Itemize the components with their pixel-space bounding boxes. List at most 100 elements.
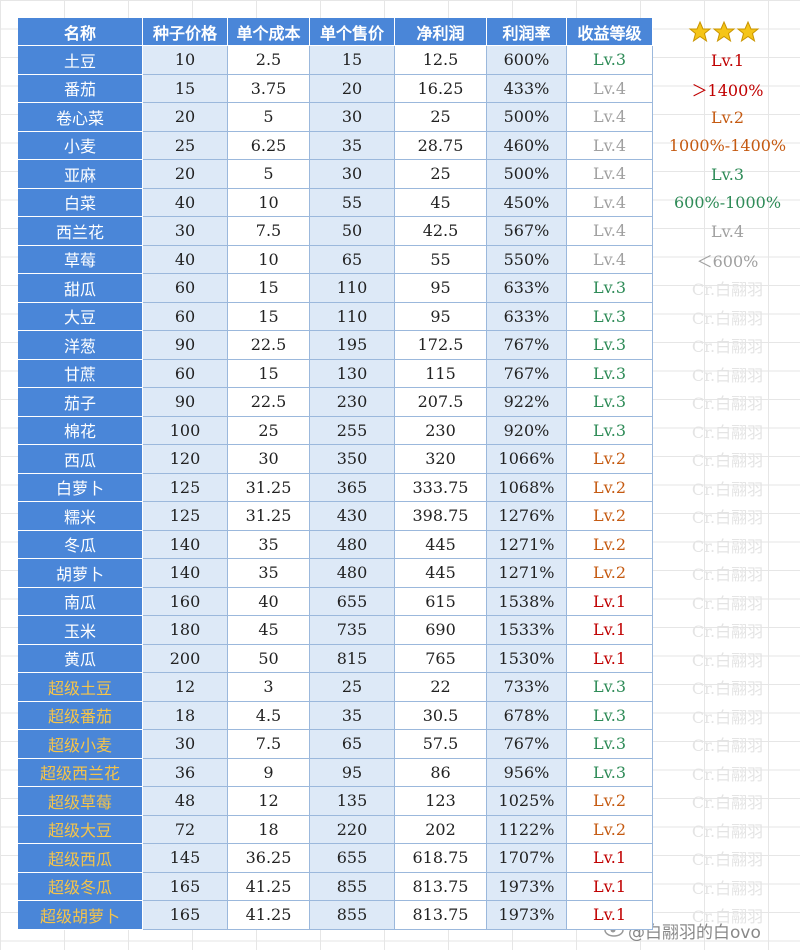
cell: 15 (143, 74, 228, 103)
cell: 1973% (487, 901, 567, 930)
cell: 480 (310, 559, 395, 588)
cell: 320 (395, 445, 487, 474)
name-cell: 甜瓜 (18, 274, 143, 303)
cell: 160 (143, 587, 228, 616)
cell: 57.5 (395, 730, 487, 759)
cell: Lv.3 (567, 701, 653, 730)
name-cell: 番茄 (18, 74, 143, 103)
name-cell: 超级大豆 (18, 815, 143, 844)
name-cell: 黄瓜 (18, 644, 143, 673)
header-cell: 收益等级 (567, 18, 653, 46)
header-cell: 利润率 (487, 18, 567, 46)
cell: 25 (395, 160, 487, 189)
name-cell: 棉花 (18, 416, 143, 445)
cell: Lv.1 (567, 616, 653, 645)
cell: 956% (487, 758, 567, 787)
cell: 18 (143, 701, 228, 730)
cell: 90 (143, 388, 228, 417)
cell: 165 (143, 872, 228, 901)
cell: 72 (143, 815, 228, 844)
cell: 333.75 (395, 473, 487, 502)
cell: 445 (395, 530, 487, 559)
cell: 460% (487, 131, 567, 160)
cell: 765 (395, 644, 487, 673)
cell: 22.5 (228, 331, 310, 360)
cell: 633% (487, 274, 567, 303)
cell: 3.75 (228, 74, 310, 103)
cell: 813.75 (395, 901, 487, 930)
name-cell: 超级草莓 (18, 787, 143, 816)
cell: 15 (310, 46, 395, 75)
cell: 12 (143, 673, 228, 702)
cell: 1271% (487, 559, 567, 588)
name-cell: 白萝卜 (18, 473, 143, 502)
cell: 41.25 (228, 872, 310, 901)
cell: 600% (487, 46, 567, 75)
credit: Cr.白翮羽 (691, 764, 764, 784)
cell: 95 (310, 758, 395, 787)
cell: Lv.1 (567, 872, 653, 901)
credit: Cr.白翮羽 (691, 593, 764, 613)
cell: 920% (487, 416, 567, 445)
cell: 480 (310, 530, 395, 559)
cell: 45 (395, 188, 487, 217)
cell: 5 (228, 103, 310, 132)
cell: 25 (395, 103, 487, 132)
cell: 2.5 (228, 46, 310, 75)
cell: 30 (310, 103, 395, 132)
cell: 100 (143, 416, 228, 445)
cell: 40 (143, 245, 228, 274)
cell: 86 (395, 758, 487, 787)
credit: Cr.白翮羽 (691, 793, 764, 813)
cell: 25 (310, 673, 395, 702)
cell: 31.25 (228, 473, 310, 502)
cell: 65 (310, 245, 395, 274)
cell: 767% (487, 331, 567, 360)
cell: 350 (310, 445, 395, 474)
cell: 1973% (487, 872, 567, 901)
cell: 65 (310, 730, 395, 759)
cell: 28.75 (395, 131, 487, 160)
cell: Lv.3 (567, 274, 653, 303)
credit: Cr.白翮羽 (691, 679, 764, 699)
cell: Lv.3 (567, 331, 653, 360)
cell: 855 (310, 901, 395, 930)
cell: 22 (395, 673, 487, 702)
name-cell: 超级小麦 (18, 730, 143, 759)
credit: Cr.白翮羽 (691, 394, 764, 414)
header-cell: 单个售价 (310, 18, 395, 46)
name-cell: 洋葱 (18, 331, 143, 360)
cell: 130 (310, 359, 395, 388)
cell: 3 (228, 673, 310, 702)
cell: 7.5 (228, 730, 310, 759)
cell: 165 (143, 901, 228, 930)
cell: 12 (228, 787, 310, 816)
cell: 30 (143, 730, 228, 759)
cell: Lv.1 (567, 644, 653, 673)
cell: 813.75 (395, 872, 487, 901)
cell: 733% (487, 673, 567, 702)
cell: 735 (310, 616, 395, 645)
legend-item: Lv.1 (710, 50, 745, 70)
header-cell: 名称 (18, 18, 143, 46)
cell: Lv.4 (567, 160, 653, 189)
cell: 110 (310, 302, 395, 331)
cell: 1066% (487, 445, 567, 474)
credit: Cr.白翮羽 (691, 850, 764, 870)
credit: Cr.白翮羽 (691, 736, 764, 756)
cell: 855 (310, 872, 395, 901)
credit: Cr.白翮羽 (691, 878, 764, 898)
name-cell: 亚麻 (18, 160, 143, 189)
cell: 60 (143, 359, 228, 388)
cell: 16.25 (395, 74, 487, 103)
cell: 22.5 (228, 388, 310, 417)
cell: 6.25 (228, 131, 310, 160)
legend-item: Lv.4 (710, 221, 745, 241)
legend-item: ＞1400% (691, 80, 764, 100)
name-cell: 小麦 (18, 131, 143, 160)
cell: 1122% (487, 815, 567, 844)
cell: 1533% (487, 616, 567, 645)
cell: 230 (310, 388, 395, 417)
name-cell: 西兰花 (18, 217, 143, 246)
name-cell: 糯米 (18, 502, 143, 531)
